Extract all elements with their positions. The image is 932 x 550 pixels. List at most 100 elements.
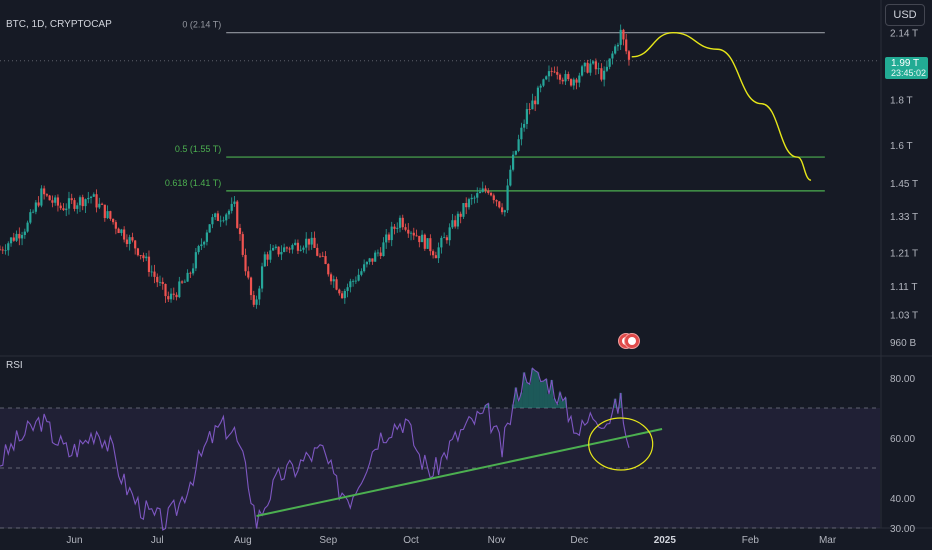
candle-body: [478, 191, 482, 194]
candle-body: [558, 74, 562, 80]
candle-body: [597, 68, 600, 70]
candle-body: [429, 238, 432, 252]
price-axis-tick: 960 B: [890, 338, 916, 349]
price-axis-tick: 1.21 T: [890, 249, 918, 260]
candle-body: [376, 252, 380, 254]
candle-body: [56, 197, 60, 206]
price-axis-tick: 1.6 T: [890, 141, 913, 152]
candle-body: [506, 185, 509, 211]
candle-body: [434, 255, 437, 259]
candle-body: [249, 277, 253, 296]
candle-body: [12, 237, 15, 241]
candle-body: [550, 71, 553, 72]
candle-body: [454, 220, 457, 227]
price-axis-tick: 1.11 T: [890, 282, 917, 293]
candle-body: [103, 204, 106, 219]
candle-body: [15, 233, 18, 241]
candle-body: [73, 200, 76, 209]
candle-body: [564, 74, 567, 82]
candles-group: [0, 24, 631, 309]
candle-body: [517, 139, 520, 151]
candle-body: [611, 53, 614, 59]
candle-body: [473, 197, 476, 199]
candle-body: [45, 194, 48, 196]
rsi-axis-tick: 30.00: [890, 524, 915, 535]
candle-body: [335, 279, 338, 290]
candle-body: [492, 195, 495, 201]
candle-body: [230, 203, 233, 211]
us-flag-event-icon[interactable]: [623, 333, 640, 349]
candle-body: [136, 248, 140, 256]
candle-body: [346, 287, 349, 291]
time-axis-tick: Feb: [742, 535, 760, 546]
candle-body: [401, 217, 404, 228]
candle-body: [150, 271, 153, 273]
currency-button[interactable]: USD: [885, 4, 925, 26]
candle-body: [296, 242, 300, 251]
candle-body: [266, 254, 269, 260]
candle-body: [338, 289, 341, 294]
candle-body: [20, 234, 24, 239]
candle-body: [92, 194, 95, 197]
candle-body: [445, 237, 448, 241]
candle-body: [147, 256, 151, 272]
candle-body: [363, 264, 366, 272]
fib-level-label: 0 (2.14 T): [182, 20, 221, 30]
rsi-ellipse-annotation: [588, 417, 654, 471]
candle-body: [156, 276, 159, 283]
candle-body: [390, 226, 393, 241]
candle-body: [393, 226, 396, 229]
bar-countdown: 23:45:02: [891, 68, 927, 78]
candle-body: [625, 39, 628, 52]
candle-body: [78, 197, 82, 206]
candle-body: [357, 274, 360, 281]
candle-body: [592, 61, 595, 64]
candle-body: [169, 293, 173, 300]
candle-body: [605, 66, 608, 71]
time-axis-tick: Aug: [234, 535, 252, 546]
candle-body: [112, 218, 115, 223]
candle-body: [616, 44, 620, 47]
candle-body: [62, 208, 65, 211]
candle-body: [409, 232, 413, 234]
candle-body: [627, 51, 631, 60]
candle-body: [175, 294, 178, 298]
candle-body: [81, 197, 84, 207]
projection-curve: [631, 31, 812, 181]
candle-body: [586, 62, 589, 73]
candle-body: [476, 193, 479, 198]
candle-body: [123, 229, 126, 240]
candle-body: [288, 248, 291, 250]
last-price-tag: 1.99 T 23:45:02: [885, 57, 928, 79]
candle-body: [238, 227, 242, 235]
rsi-line: [0, 367, 630, 531]
candle-body: [327, 264, 330, 275]
candle-body: [589, 63, 592, 73]
candle-body: [536, 87, 540, 105]
candle-body: [23, 231, 26, 235]
candle-body: [233, 201, 236, 204]
candle-body: [7, 243, 10, 251]
candle-body: [622, 29, 625, 40]
candle-body: [329, 274, 333, 282]
candle-body: [484, 188, 487, 191]
candle-body: [603, 70, 606, 80]
candle-body: [285, 247, 288, 249]
rsi-indicator-title[interactable]: RSI: [6, 360, 23, 371]
candle-body: [307, 238, 311, 245]
candle-body: [194, 252, 197, 269]
candle-body: [385, 234, 388, 243]
candle-body: [192, 268, 195, 274]
candle-body: [523, 123, 526, 128]
candle-body: [222, 220, 225, 222]
price-axis-tick: 1.33 T: [890, 212, 918, 223]
candle-body: [498, 201, 501, 208]
candle-body: [208, 224, 211, 233]
candle-body: [542, 79, 545, 86]
candle-body: [9, 237, 13, 244]
candle-body: [467, 199, 471, 208]
last-price-value: 1.99 T: [891, 58, 920, 69]
candle-body: [252, 295, 255, 305]
candle-body: [509, 169, 512, 186]
